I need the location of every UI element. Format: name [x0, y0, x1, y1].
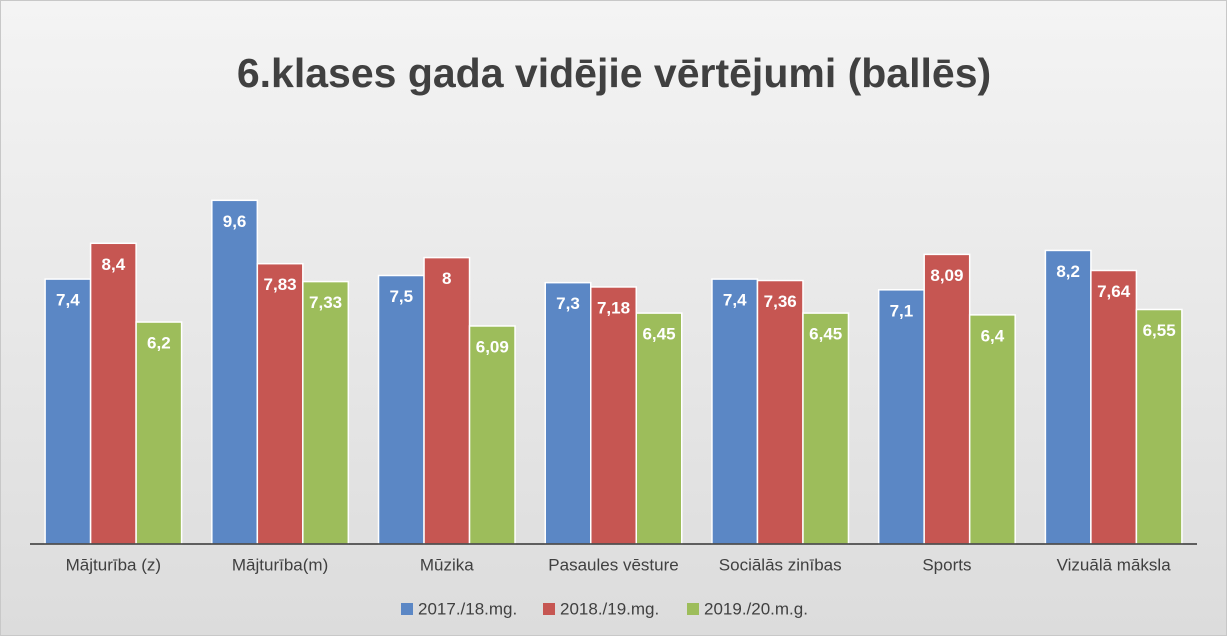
bar [544, 281, 592, 545]
legend-swatch [543, 603, 555, 615]
x-tick-label: Mūzika [420, 555, 474, 574]
legend-label: 2019./20.m.g. [704, 599, 808, 618]
data-label: 6,55 [1143, 321, 1176, 340]
bar [968, 314, 1016, 545]
bar [1135, 308, 1183, 545]
bar [211, 199, 259, 545]
bar [89, 242, 137, 545]
legend-swatch [687, 603, 699, 615]
bar [1044, 249, 1092, 545]
data-label: 7,4 [56, 291, 80, 310]
x-tick-label: Mājturība (z) [66, 555, 161, 574]
bar [756, 279, 804, 545]
bar [590, 286, 637, 545]
bar [923, 253, 971, 545]
data-label: 7,36 [764, 292, 797, 311]
x-tick-label: Mājturība(m) [232, 555, 328, 574]
x-tick-label: Vizuālā māksla [1057, 555, 1172, 574]
bar [635, 312, 683, 545]
data-label: 8,09 [930, 266, 963, 285]
bar [302, 280, 350, 545]
x-tick-label: Sociālās zinības [719, 555, 842, 574]
legend-swatch [401, 603, 413, 615]
bar [44, 278, 92, 545]
data-label: 8,2 [1056, 262, 1080, 281]
bar [802, 312, 850, 545]
legend-label: 2017./18.mg. [418, 599, 517, 618]
data-label: 7,83 [264, 275, 297, 294]
bar [256, 262, 304, 545]
bar [135, 321, 183, 545]
data-label: 7,1 [890, 301, 914, 320]
x-tick-label: Sports [922, 555, 971, 574]
legend-label: 2018./19.mg. [560, 599, 659, 618]
data-label: 7,64 [1097, 282, 1131, 301]
data-label: 8 [442, 269, 451, 288]
data-label: 7,33 [309, 293, 342, 312]
data-label: 7,5 [389, 287, 413, 306]
bar [711, 278, 759, 545]
data-label: 6,45 [809, 325, 842, 344]
data-label: 9,6 [223, 212, 247, 231]
bar [468, 325, 516, 545]
chart-title: 6.klases gada vidējie vērtējumi (ballēs) [237, 50, 991, 96]
data-label: 6,2 [147, 334, 171, 353]
x-tick-label: Pasaules vēsture [548, 555, 678, 574]
data-label: 7,4 [723, 291, 747, 310]
data-label: 8,4 [102, 255, 126, 274]
bar [377, 274, 425, 545]
data-label: 7,18 [597, 298, 630, 317]
bar [1090, 269, 1138, 545]
data-label: 6,4 [981, 326, 1005, 345]
data-label: 6,09 [476, 337, 509, 356]
bar [423, 256, 471, 545]
data-label: 6,45 [642, 325, 675, 344]
data-label: 7,3 [556, 294, 580, 313]
bar [877, 289, 925, 545]
